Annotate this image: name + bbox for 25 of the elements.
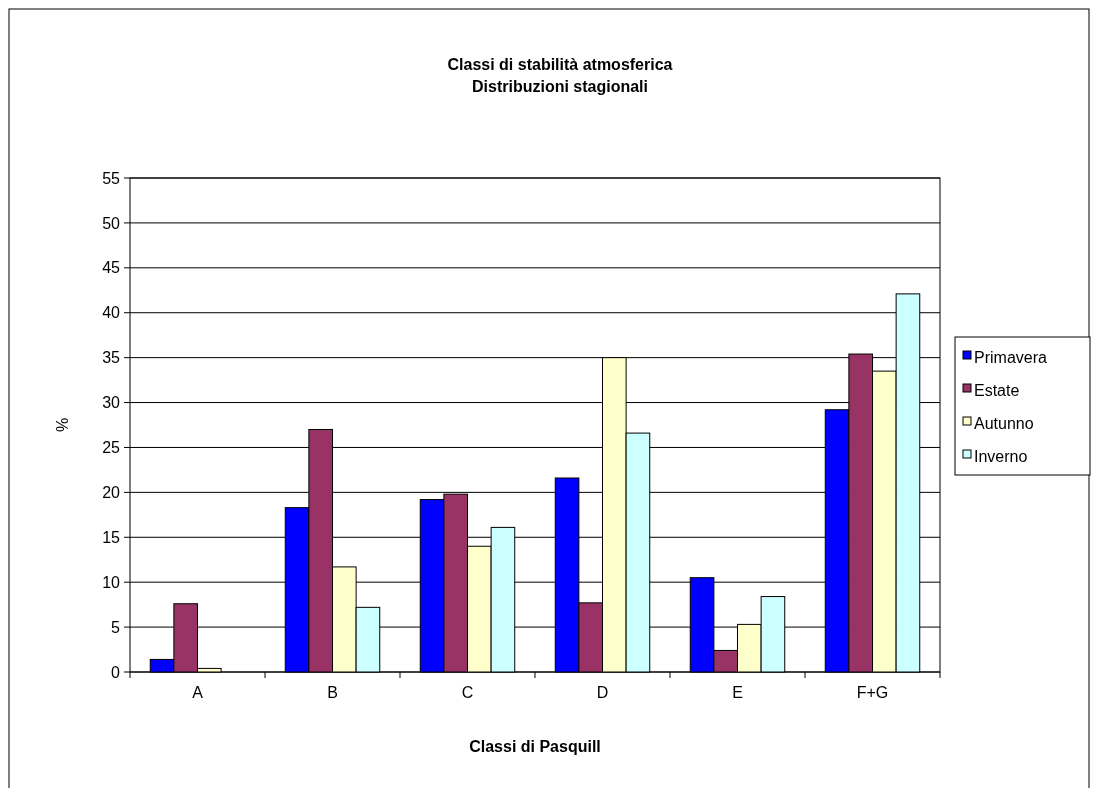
x-tick-label: E — [732, 684, 743, 701]
y-tick-label: 5 — [111, 618, 121, 636]
x-tick-label: B — [327, 684, 338, 701]
y-tick-label: 50 — [102, 214, 121, 232]
x-tick-label: F+G — [856, 684, 889, 701]
y-tick-label: 40 — [102, 304, 121, 322]
y-axis-title: % — [54, 417, 71, 433]
y-tick-label: 10 — [102, 573, 121, 591]
legend-label: Autunno — [974, 414, 1034, 432]
y-tick-label: 35 — [102, 349, 121, 367]
y-tick-label: 15 — [102, 528, 121, 546]
y-tick-label: 0 — [111, 663, 121, 681]
x-axis-title: Classi di Pasquill — [469, 738, 601, 755]
y-tick-label: 30 — [102, 394, 121, 412]
y-tick-label: 25 — [102, 439, 121, 457]
legend-label: Primavera — [974, 348, 1048, 366]
y-tick-label: 45 — [102, 259, 121, 277]
chart-title: Classi di stabilità atmosferica Distribuzioni stagionali — [447, 56, 673, 95]
legend-label: Estate — [974, 381, 1020, 399]
x-tick-label: D — [596, 684, 609, 701]
x-tick-label: C — [461, 684, 474, 701]
y-tick-label: 20 — [102, 483, 121, 501]
y-tick-label: 55 — [102, 169, 121, 187]
x-tick-label: A — [192, 684, 204, 701]
legend-label: Inverno — [974, 447, 1028, 465]
